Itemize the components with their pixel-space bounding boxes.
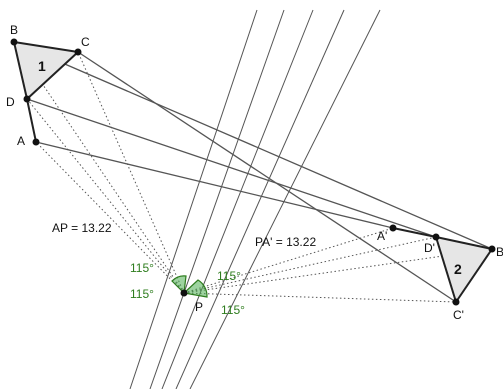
ray-line-3	[161, 9, 314, 389]
label-cprime: C'	[453, 308, 464, 322]
point-aprime[interactable]	[389, 224, 397, 232]
angle-label-left-top: 115°	[130, 261, 154, 275]
segment-bc[interactable]	[13, 41, 79, 53]
angle-wedge-right	[182, 279, 208, 298]
shape-1-fill	[14, 42, 78, 99]
dotted-p-d	[26, 98, 185, 294]
segment-dprime-bprime[interactable]	[435, 236, 493, 250]
label-bprime: B'	[496, 245, 503, 259]
segment-da[interactable]	[26, 98, 37, 143]
point-cprime[interactable]	[452, 298, 460, 306]
points[interactable]	[10, 38, 496, 306]
rays	[129, 9, 381, 389]
segment-bd[interactable]	[13, 41, 28, 100]
point-p[interactable]	[180, 289, 188, 297]
measurement-ap: AP = 13.22	[52, 221, 112, 235]
point-b[interactable]	[10, 38, 18, 46]
line-c-cprime	[77, 51, 457, 303]
measurement-pa-prime: PA' = 13.22	[255, 235, 316, 249]
shape-2-number: 2	[454, 261, 462, 277]
segment-bprime-cprime[interactable]	[455, 248, 493, 303]
angle-label-left-bottom: 115°	[130, 287, 154, 301]
shape-2-fill	[436, 237, 492, 302]
label-a: A	[17, 134, 25, 148]
ray-line-4	[175, 9, 345, 389]
dotted-p-aprime	[183, 227, 394, 294]
angle-wedge-left	[171, 275, 187, 295]
label-c: C	[81, 35, 90, 49]
ray-line-1	[129, 9, 258, 389]
shape-1[interactable]: 1	[13, 41, 79, 143]
measurements: AP = 13.22 PA' = 13.22	[52, 221, 316, 249]
ray-line-2	[149, 9, 285, 389]
dotted-p-cprime	[183, 292, 457, 303]
label-aprime: A'	[377, 229, 387, 243]
label-b: B	[10, 23, 18, 37]
shape-2[interactable]: 2	[392, 227, 493, 303]
correspondence-lines	[13, 41, 493, 303]
angle-label-right-top: 115°	[217, 269, 241, 283]
segment-cd[interactable]	[26, 51, 79, 100]
point-c[interactable]	[74, 48, 82, 56]
line-a-aprime	[35, 141, 394, 229]
ray-line-5	[189, 9, 381, 389]
point-a[interactable]	[32, 138, 40, 146]
label-p: P	[195, 300, 203, 314]
point-d[interactable]	[23, 95, 31, 103]
angle-label-right-bottom: 115°	[221, 303, 245, 317]
label-dprime: D'	[424, 241, 435, 255]
angle-labels: 115° 115° 115° 115°	[130, 261, 245, 317]
segment-cprime-dprime[interactable]	[435, 236, 457, 303]
point-labels: B C D A A' D' B' C' P	[6, 23, 503, 322]
label-d: D	[6, 95, 15, 109]
dotted-p-dprime	[183, 236, 437, 294]
dotted-p-a	[35, 141, 185, 294]
line-d-dprime	[26, 98, 437, 238]
shape-1-number: 1	[38, 58, 46, 74]
segment-aprime-dprime[interactable]	[392, 227, 437, 238]
angle-markers	[171, 275, 208, 298]
line-b-bprime	[13, 41, 493, 250]
point-bprime[interactable]	[488, 245, 496, 253]
dotted-p-c	[77, 51, 185, 294]
point-dprime[interactable]	[432, 233, 440, 241]
